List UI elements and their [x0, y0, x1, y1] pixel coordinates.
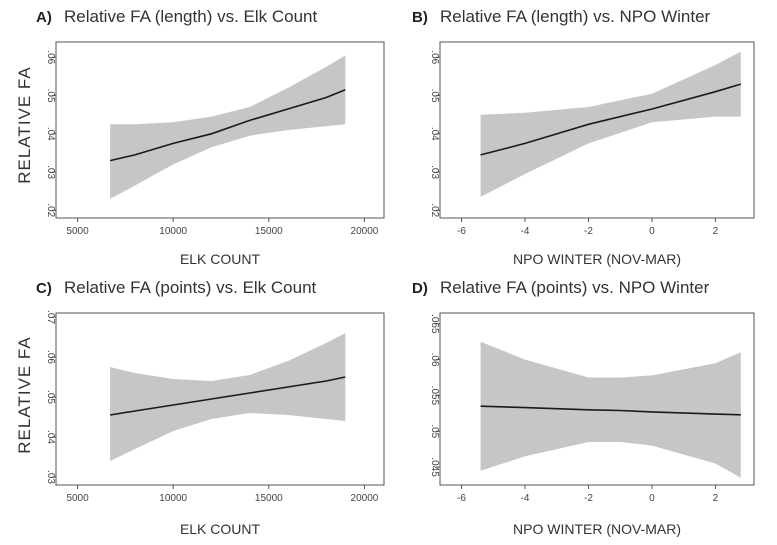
confidence-band [480, 51, 741, 197]
panel-letter: B) [412, 9, 428, 26]
y-tick-label: .055 [429, 386, 440, 406]
chart-panel-3: C) Relative FA (points) vs. Elk Count .03.… [36, 278, 385, 537]
panel-title: Relative FA (length) vs. Elk Count [64, 7, 318, 26]
x-tick-label: 15000 [255, 493, 283, 504]
x-tick-label: 2 [713, 226, 719, 237]
fit-line [480, 405, 741, 416]
plot-frame [55, 41, 385, 219]
fit-line [109, 89, 346, 162]
panel-letter: D) [412, 280, 428, 297]
x-tick-label: 10000 [159, 226, 187, 237]
x-axis-label: NPO WINTER (NOV-MAR) [513, 251, 681, 267]
plot-frame [439, 41, 755, 219]
panels: A) Relative FA (length) vs. Elk Count .02.… [36, 7, 755, 537]
y-tick-label: .06 [45, 50, 56, 64]
y-tick-label: .04 [429, 127, 440, 141]
x-axis-label: ELK COUNT [180, 251, 261, 267]
y-tick-label: .05 [429, 89, 440, 103]
plot-frame [55, 312, 385, 486]
y-tick-label: .02 [429, 203, 440, 217]
x-tick-label: 0 [649, 493, 655, 504]
y-tick-label: .05 [45, 89, 56, 103]
y-tick-label: .05 [45, 390, 56, 404]
panel-letter: A) [36, 9, 52, 26]
x-tick-label: -6 [457, 493, 466, 504]
x-axis-label: NPO WINTER (NOV-MAR) [513, 521, 681, 537]
y-tick-label: .05 [429, 424, 440, 438]
x-tick-label: 15000 [255, 226, 283, 237]
panel-letter: C) [36, 280, 52, 297]
x-tick-label: 0 [649, 226, 655, 237]
x-tick-label: -2 [584, 493, 593, 504]
x-tick-label: 5000 [66, 226, 89, 237]
x-tick-label: 2 [713, 493, 719, 504]
panel-title: Relative FA (points) vs. Elk Count [64, 278, 317, 297]
y-tick-label: .04 [45, 430, 56, 444]
y-tick-label: .02 [45, 203, 56, 217]
x-tick-label: 20000 [351, 226, 379, 237]
y-tick-label: .06 [429, 50, 440, 64]
x-tick-label: -4 [521, 493, 530, 504]
x-tick-label: -2 [584, 226, 593, 237]
x-tick-label: 10000 [159, 493, 187, 504]
panel-title: Relative FA (points) vs. NPO Winter [440, 278, 710, 297]
plot-frame [439, 312, 755, 486]
y-tick-label: .04 [45, 127, 56, 141]
x-tick-label: 20000 [351, 493, 379, 504]
y-tick-label: .03 [429, 165, 440, 179]
chart-panel-2: B) Relative FA (length) vs. NPO Winter .02… [412, 7, 755, 267]
y-tick-label: .03 [45, 165, 56, 179]
y-tick-label: .07 [45, 310, 56, 324]
y-axis-label-top: RELATIVE FA [15, 66, 34, 183]
y-tick-label: .06 [45, 350, 56, 364]
fit-line [109, 376, 346, 416]
x-axis-label: ELK COUNT [180, 521, 261, 537]
x-tick-label: -6 [457, 226, 466, 237]
y-tick-label: .045 [429, 457, 440, 477]
confidence-band [110, 55, 346, 199]
y-tick-label: .065 [429, 314, 440, 334]
panel-title: Relative FA (length) vs. NPO Winter [440, 7, 711, 26]
y-axis-label-bottom: RELATIVE FA [15, 336, 34, 453]
fit-line [480, 83, 742, 156]
y-tick-label: .06 [429, 353, 440, 367]
chart-panel-1: A) Relative FA (length) vs. Elk Count .02.… [36, 7, 385, 267]
chart-panel-4: D) Relative FA (points) vs. NPO Winter .04… [412, 278, 755, 537]
y-tick-label: .03 [45, 470, 56, 484]
x-tick-label: 5000 [66, 493, 89, 504]
x-tick-label: -4 [521, 226, 530, 237]
